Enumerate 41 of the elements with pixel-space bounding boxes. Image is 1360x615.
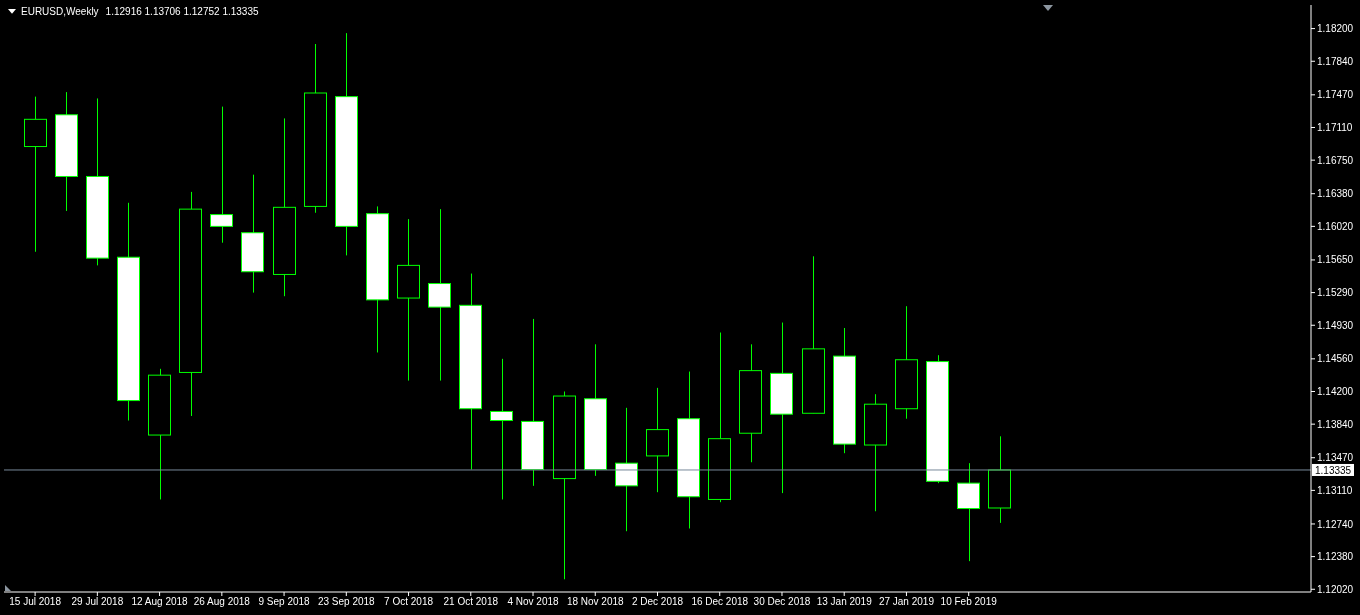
candlestick (428, 208, 451, 382)
candlestick (490, 358, 513, 500)
y-tick-label: 1.17110 (1317, 122, 1353, 134)
y-tick-label: 1.17840 (1317, 55, 1354, 67)
y-tick-label: 1.13110 (1317, 484, 1353, 496)
y-tick-label: 1.12380 (1317, 551, 1354, 563)
x-tick-label: 9 Sep 2018 (258, 596, 311, 608)
candlestick (210, 106, 233, 244)
x-tick-label: 4 Nov 2018 (507, 596, 560, 608)
x-tick-label: 21 Oct 2018 (443, 596, 499, 608)
x-tick-label: 15 Jul 2018 (9, 596, 62, 608)
y-tick-label: 1.13470 (1317, 452, 1354, 464)
y-tick-label: 1.12740 (1317, 518, 1354, 530)
y-tick-label: 1.16750 (1317, 154, 1354, 166)
x-tick-label: 18 Nov 2018 (566, 596, 625, 608)
x-tick-label: 30 Dec 2018 (753, 596, 811, 608)
y-tick-label: 1.14560 (1317, 353, 1354, 365)
y-tick-label: 1.12020 (1317, 583, 1354, 595)
x-tick-label: 27 Jan 2019 (878, 596, 935, 608)
chart-subtitle: 1.12916 1.13706 1.12752 1.13335 (105, 6, 259, 17)
ref-line-label: 1.13335 (1315, 464, 1352, 476)
x-tick-label: 10 Feb 2019 (940, 596, 998, 608)
x-tick-label: 7 Oct 2018 (384, 596, 434, 608)
y-tick-label: 1.16020 (1317, 220, 1354, 232)
x-tick-label: 13 Jan 2019 (816, 596, 873, 608)
y-tick-label: 1.16380 (1317, 188, 1354, 200)
x-tick-label: 23 Sep 2018 (317, 596, 376, 608)
y-tick-label: 1.18200 (1317, 23, 1354, 35)
y-tick-label: 1.17470 (1317, 89, 1354, 101)
chart-title: EURUSD,Weekly (21, 6, 99, 17)
y-tick-label: 1.13840 (1317, 418, 1354, 430)
y-tick-label: 1.15650 (1317, 254, 1354, 266)
x-tick-label: 29 Jul 2018 (71, 596, 124, 608)
x-tick-label: 12 Aug 2018 (131, 596, 189, 608)
x-tick-label: 26 Aug 2018 (193, 596, 251, 608)
x-tick-label: 2 Dec 2018 (631, 596, 684, 608)
x-tick-label: 16 Dec 2018 (691, 596, 749, 608)
y-tick-label: 1.14930 (1317, 319, 1354, 331)
y-tick-label: 1.14200 (1317, 386, 1354, 398)
candlestick (615, 407, 638, 532)
y-tick-label: 1.15290 (1317, 287, 1354, 299)
